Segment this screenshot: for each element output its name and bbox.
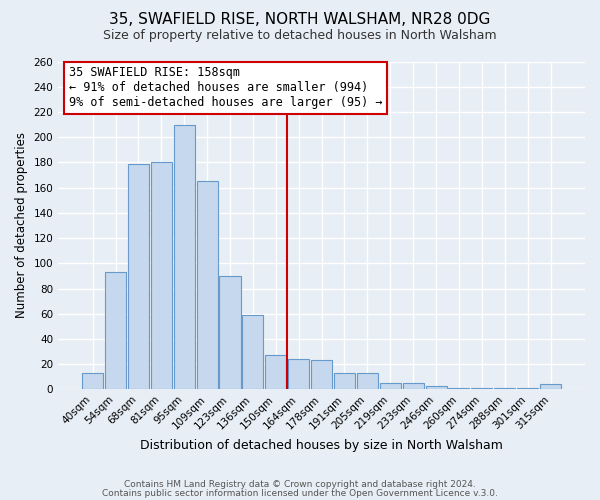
Text: Contains public sector information licensed under the Open Government Licence v.: Contains public sector information licen… [102,488,498,498]
Bar [151,162,172,390]
Bar [82,373,103,390]
X-axis label: Distribution of detached houses by size in North Walsham: Distribution of detached houses by size … [140,440,503,452]
Bar [517,388,538,390]
Bar [403,383,424,390]
Bar [265,356,286,390]
Bar [472,388,493,390]
Bar [357,373,378,390]
Bar [128,164,149,390]
Bar [288,359,309,390]
Bar [105,272,126,390]
Bar [448,388,469,390]
Bar [380,383,401,390]
Bar [334,373,355,390]
Bar [425,386,446,390]
Y-axis label: Number of detached properties: Number of detached properties [15,132,28,318]
Bar [173,124,195,390]
Bar [197,182,218,390]
Bar [311,360,332,390]
Text: Contains HM Land Registry data © Crown copyright and database right 2024.: Contains HM Land Registry data © Crown c… [124,480,476,489]
Bar [242,315,263,390]
Text: Size of property relative to detached houses in North Walsham: Size of property relative to detached ho… [103,29,497,42]
Bar [220,276,241,390]
Bar [494,388,515,390]
Text: 35, SWAFIELD RISE, NORTH WALSHAM, NR28 0DG: 35, SWAFIELD RISE, NORTH WALSHAM, NR28 0… [109,12,491,28]
Text: 35 SWAFIELD RISE: 158sqm
← 91% of detached houses are smaller (994)
9% of semi-d: 35 SWAFIELD RISE: 158sqm ← 91% of detach… [69,66,382,110]
Bar [540,384,561,390]
